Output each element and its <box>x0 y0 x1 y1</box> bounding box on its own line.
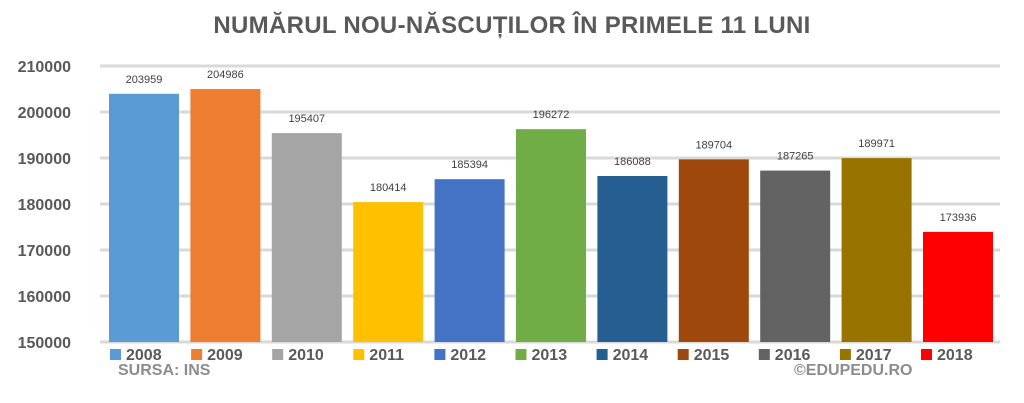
source-note: SURSA: INS <box>118 362 211 379</box>
credit-note: ©EDUPEDU.RO <box>794 362 913 379</box>
y-axis-ticks: 210000 200000 190000 180000 170000 160000 1500… <box>18 59 71 352</box>
bar-2009 <box>190 89 261 343</box>
data-label-2016: 187265 <box>777 151 814 163</box>
data-label-2010: 195407 <box>288 113 325 125</box>
legend-swatch-2015 <box>677 349 689 360</box>
legend-swatch-2017 <box>839 349 851 360</box>
data-label-2012: 185394 <box>451 159 488 171</box>
bar-2013 <box>516 129 586 342</box>
legend-label-2011: 2011 <box>369 347 404 364</box>
data-label-2009: 204986 <box>207 69 244 81</box>
y-tick-label: 170000 <box>18 243 71 260</box>
legend-swatch-2014 <box>596 349 608 360</box>
legend-label-2017: 2017 <box>856 347 892 364</box>
legend: 2008 2009 2010 2011 2012 2013 2014 2015 2016 2017… <box>110 347 973 364</box>
legend-swatch-2010 <box>272 349 284 360</box>
legend-label-2008: 2008 <box>126 347 162 364</box>
bar-2008 <box>109 93 179 342</box>
legend-swatch-2018 <box>921 349 932 360</box>
bar-2014 <box>597 175 668 342</box>
legend-label-2016: 2016 <box>775 347 811 364</box>
legend-label-2018: 2018 <box>937 347 973 364</box>
y-tick-label: 210000 <box>18 59 71 76</box>
data-label-2011: 180414 <box>370 182 407 194</box>
data-label-2014: 186088 <box>614 156 651 168</box>
bar-2011 <box>353 202 424 342</box>
y-tick-label: 150000 <box>18 335 71 352</box>
bar-2016 <box>760 170 831 342</box>
bar-2010 <box>271 133 342 342</box>
legend-swatch-2011 <box>353 349 365 360</box>
data-label-2008: 203959 <box>126 74 163 86</box>
legend-swatch-2016 <box>758 349 770 360</box>
y-tick-label: 190000 <box>18 151 71 168</box>
bar-2017 <box>841 158 912 342</box>
bars <box>109 89 993 343</box>
data-label-2018: 173936 <box>940 212 977 224</box>
legend-swatch-2009 <box>191 349 203 360</box>
legend-swatch-2013 <box>515 349 527 360</box>
legend-swatch-2008 <box>110 349 121 360</box>
legend-label-2013: 2013 <box>532 347 568 364</box>
y-tick-label: 160000 <box>18 289 71 306</box>
legend-label-2009: 2009 <box>207 347 243 364</box>
legend-label-2010: 2010 <box>288 347 324 364</box>
data-label-2017: 189971 <box>858 138 895 150</box>
legend-label-2012: 2012 <box>450 347 486 364</box>
legend-label-2015: 2015 <box>694 347 730 364</box>
bar-2018 <box>923 231 993 342</box>
legend-label-2014: 2014 <box>613 347 649 364</box>
y-tick-label: 200000 <box>18 105 71 122</box>
bar-2015 <box>678 159 749 342</box>
legend-swatch-2012 <box>434 349 446 360</box>
data-labels: 203959 204986 195407 180414 185394 196272 1860… <box>126 69 977 224</box>
bar-2012 <box>434 179 505 342</box>
data-label-2015: 189704 <box>695 139 732 151</box>
y-tick-label: 180000 <box>18 197 71 214</box>
chart-title: NUMĂRUL NOU-NĂSCUȚILOR ÎN PRIMELE 11 LUN… <box>213 12 811 39</box>
data-label-2013: 196272 <box>533 109 570 121</box>
